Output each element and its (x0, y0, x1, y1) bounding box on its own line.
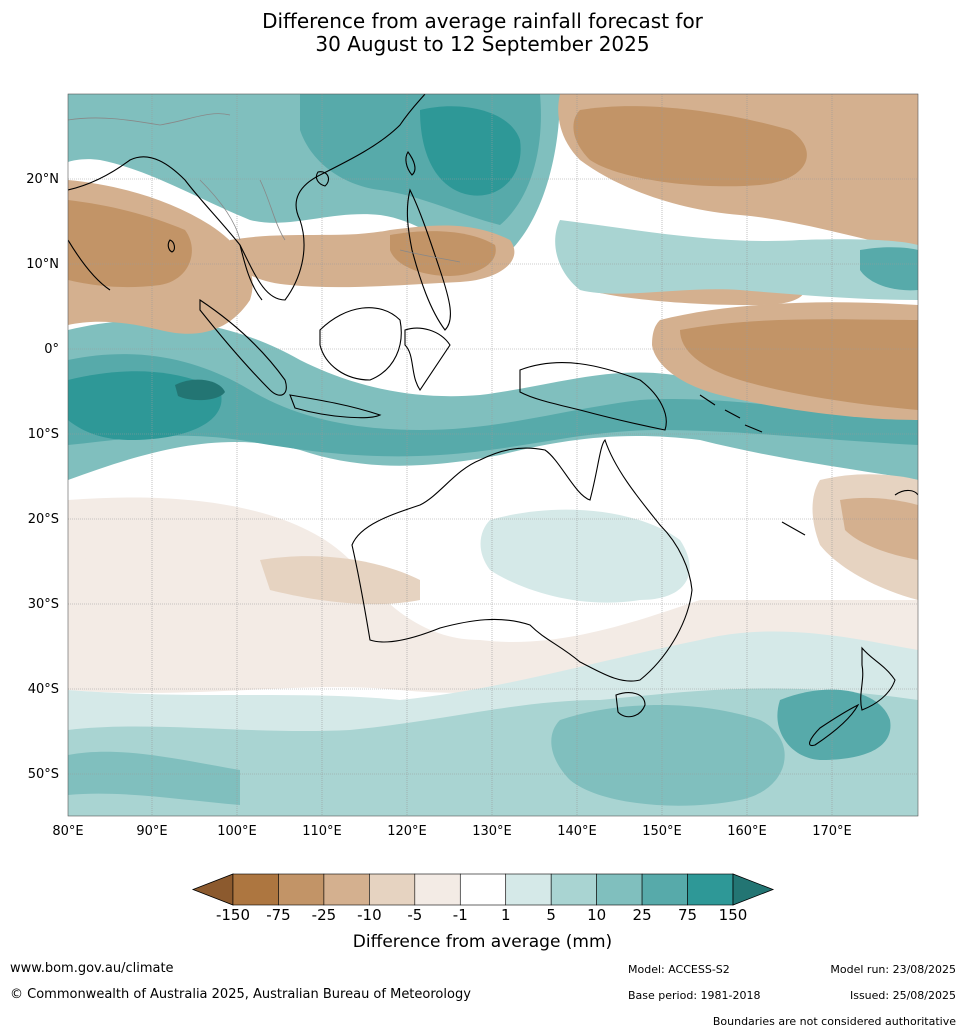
base-period: Base period: 1981-2018 (628, 989, 761, 1002)
mainland-asia-coast (68, 94, 426, 301)
new-zealand-north (860, 646, 896, 711)
title-line-1: Difference from average rainfall forecas… (262, 9, 703, 33)
website-url[interactable]: www.bom.gov.au/climate (10, 961, 174, 976)
lon-label: 120°E (387, 824, 427, 839)
model-run-date: Model run: 23/08/2025 (830, 963, 956, 976)
sulawesi-coast (404, 327, 451, 391)
colorbar-tick-label: -25 (311, 906, 337, 924)
hainan-coast (315, 171, 330, 187)
taiwan-coast (405, 151, 416, 176)
boundaries-disclaimer: Boundaries are not considered authoritat… (712, 1015, 956, 1028)
colorbar-segment (323, 873, 370, 906)
model-name: Model: ACCESS-S2 (628, 963, 730, 976)
lat-label: 50°S (28, 767, 59, 782)
colorbar-tick-label: 5 (546, 906, 556, 924)
lat-label: 20°N (26, 172, 59, 187)
lat-label: 10°N (26, 257, 59, 272)
colorbar-segment (596, 873, 643, 906)
colorbar-tick-label: -5 (407, 906, 423, 924)
lon-label: 130°E (472, 824, 512, 839)
colorbar-tick-label: -75 (266, 906, 291, 924)
colorbar-segment (414, 873, 461, 906)
issued-date: Issued: 25/08/2025 (849, 989, 956, 1002)
fiji-islands (894, 489, 918, 496)
lon-label: 110°E (302, 824, 342, 839)
colorbar-tick-label: -150 (215, 906, 251, 924)
new-guinea-coast (519, 362, 667, 431)
colorbar-segment (232, 873, 279, 906)
malay-peninsula (239, 244, 263, 301)
lon-label: 80°E (52, 824, 83, 839)
colorbar-tick-label: 75 (677, 906, 698, 924)
lon-label: 140°E (557, 824, 597, 839)
country-boundaries (68, 113, 461, 263)
colorbar-tick-label: -1 (452, 906, 468, 924)
lon-label: 160°E (727, 824, 767, 839)
longitude-labels: 80°E 90°E 100°E 110°E 120°E 130°E 140°E … (52, 824, 851, 839)
colorbar-segment (369, 873, 416, 906)
colorbar-segment (687, 873, 734, 906)
graticule (68, 94, 918, 816)
chart-title: Difference from average rainfall forecas… (0, 10, 965, 56)
india-coast (68, 239, 111, 291)
philippines-coast (406, 188, 451, 331)
lon-label: 170°E (812, 824, 852, 839)
colorbar-title: Difference from average (mm) (352, 932, 613, 952)
tasmania-coast (615, 692, 646, 718)
lat-label: 40°S (28, 682, 59, 697)
colorbar-segment (505, 873, 552, 906)
lon-label: 100°E (217, 824, 257, 839)
sri-lanka (167, 239, 175, 253)
lon-label: 150°E (642, 824, 682, 839)
colorbar-tick-label: 25 (632, 906, 652, 924)
lat-label: 0° (44, 342, 59, 357)
map-frame (67, 93, 919, 817)
sumatra-coast (199, 298, 287, 396)
colorbar-segment (278, 873, 325, 906)
copyright-text: © Commonwealth of Australia 2025, Austra… (10, 987, 471, 1002)
title-line-2: 30 August to 12 September 2025 (315, 32, 650, 56)
solomon-islands (699, 394, 763, 433)
java-coast (289, 394, 382, 419)
colorbar (191, 873, 775, 906)
colorbar-tick-label: -10 (357, 906, 382, 924)
colorbar-tick-label: 150 (718, 906, 748, 924)
colorbar-tick-label: 10 (587, 906, 607, 924)
lat-label: 20°S (28, 512, 59, 527)
colorbar-arrow-high (732, 873, 775, 906)
new-zealand-south (809, 703, 860, 747)
colorbar-tick-label: 1 (500, 906, 511, 924)
lat-label: 30°S (28, 597, 59, 612)
colorbar-segment (641, 873, 688, 906)
forecast-field (68, 94, 918, 816)
lat-label: 10°S (28, 427, 59, 442)
colorbar-segment (459, 873, 507, 906)
coastlines (68, 94, 918, 747)
lon-label: 90°E (136, 824, 167, 839)
colorbar-segment (550, 873, 597, 906)
latitude-labels: 20°N 10°N 0° 10°S 20°S 30°S 40°S 50°S (26, 172, 59, 782)
new-caledonia (781, 521, 806, 536)
borneo-coast (319, 307, 402, 381)
colorbar-arrow-low (191, 873, 234, 906)
australia-coast (351, 438, 693, 682)
